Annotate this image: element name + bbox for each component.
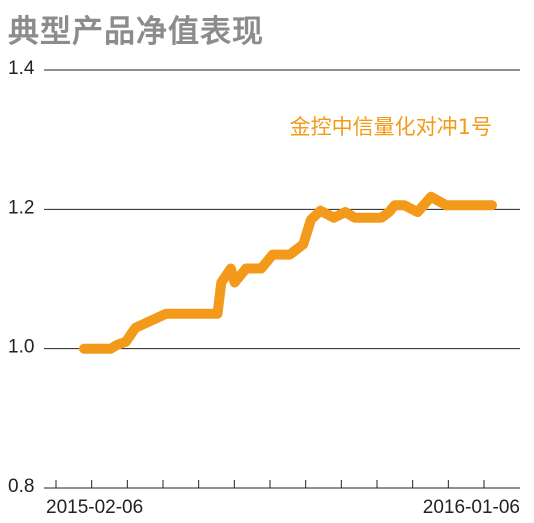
x-tick-label: 2015-02-06 bbox=[46, 497, 143, 518]
y-tick-label: 1.2 bbox=[8, 197, 34, 218]
y-tick-label: 1.4 bbox=[8, 58, 35, 79]
x-axis bbox=[55, 480, 485, 488]
y-tick-label: 0.8 bbox=[8, 476, 34, 497]
series-line bbox=[79, 191, 497, 354]
chart-title: 典型产品净值表现 bbox=[8, 14, 264, 50]
series-group bbox=[79, 191, 497, 354]
gridlines bbox=[44, 69, 520, 489]
x-tick-labels: 2015-02-06 2016-01-06 bbox=[46, 497, 520, 518]
y-tick-labels: 0.8 1.0 1.2 1.4 bbox=[8, 58, 35, 497]
y-tick-label: 1.0 bbox=[8, 337, 34, 358]
legend-label: 金控中信量化对冲1号 bbox=[290, 115, 492, 139]
x-tick-label: 2016-01-06 bbox=[423, 497, 520, 518]
